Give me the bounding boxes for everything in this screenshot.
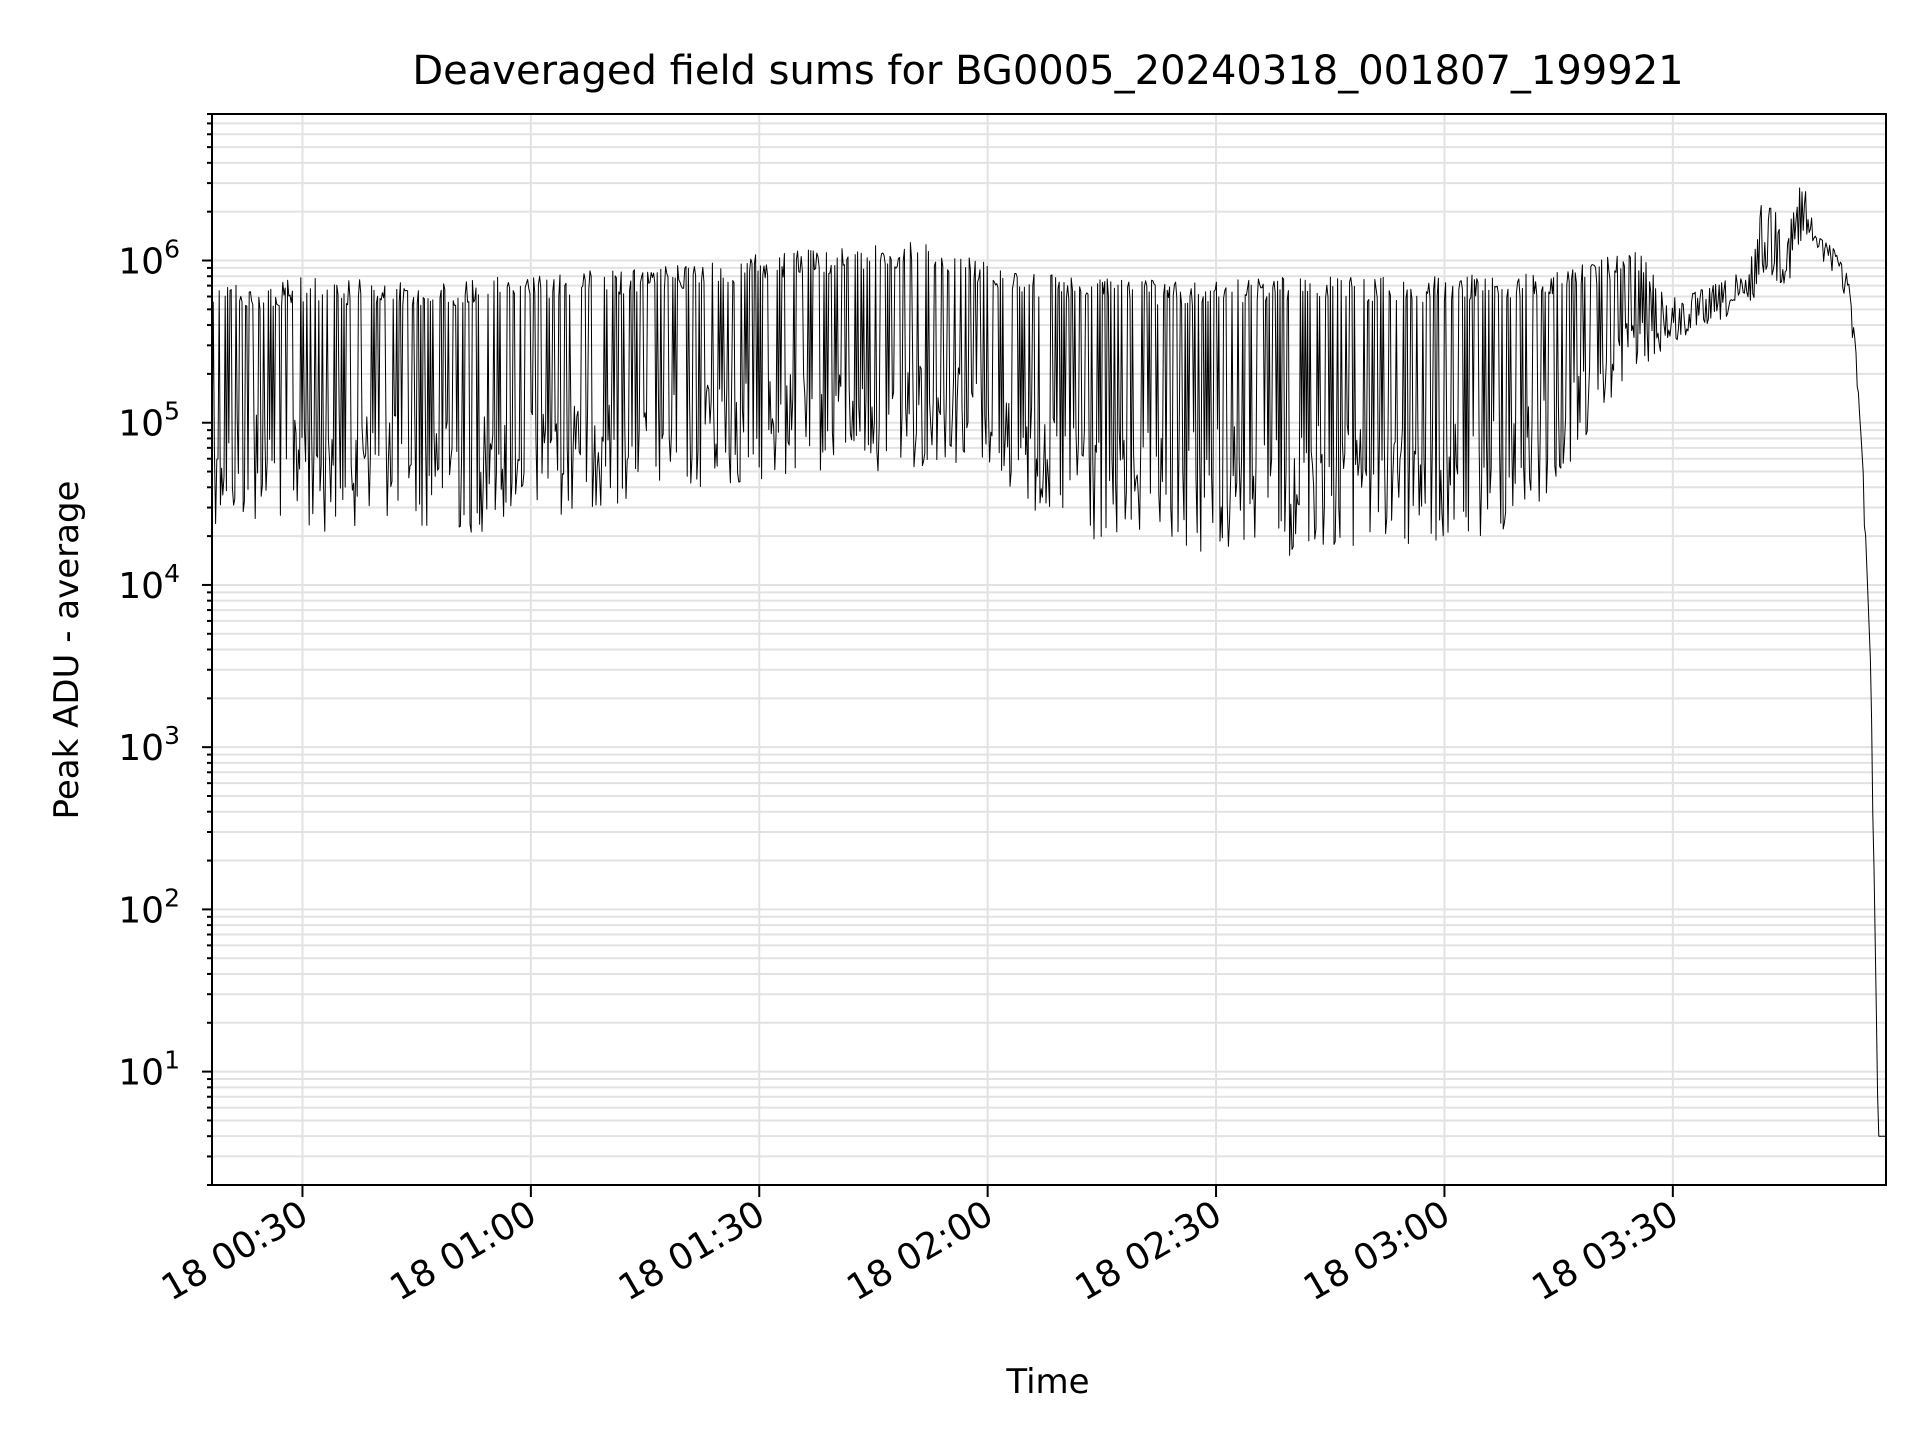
y-tick-label-base: 10 (118, 404, 164, 445)
y-tick-label: 106 (118, 235, 180, 283)
y-tick-label-exponent: 3 (164, 721, 180, 750)
y-tick-label: 105 (118, 397, 180, 445)
chart-title: Deaveraged field sums for BG0005_2024031… (412, 48, 1683, 94)
y-tick-label-base: 10 (118, 566, 164, 607)
y-tick-label: 102 (118, 883, 180, 931)
y-tick-label-exponent: 6 (164, 235, 180, 264)
y-tick-label-exponent: 1 (164, 1046, 180, 1075)
y-tick-label: 103 (118, 721, 180, 769)
y-tick-label-base: 10 (118, 890, 164, 931)
y-tick-label-exponent: 4 (164, 559, 180, 588)
y-tick-label: 101 (118, 1046, 180, 1094)
y-tick-label-base: 10 (118, 1053, 164, 1094)
series-line-path (211, 187, 1886, 1137)
x-axis-label: Time (1005, 1362, 1089, 1402)
grid (212, 113, 1886, 1186)
y-tick-label: 104 (118, 559, 180, 607)
y-axis-label: Peak ADU - average (47, 481, 87, 820)
series-line (211, 187, 1886, 1137)
y-tick-label-exponent: 2 (164, 883, 180, 912)
y-tick-label-exponent: 5 (164, 397, 180, 426)
y-tick-label-base: 10 (118, 728, 164, 769)
y-tick-label-base: 10 (118, 242, 164, 283)
